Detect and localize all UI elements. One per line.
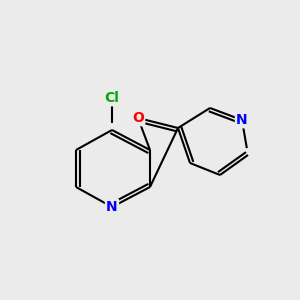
Text: Cl: Cl [105,91,119,105]
Text: N: N [236,113,248,127]
Text: O: O [132,111,144,125]
Text: N: N [106,200,118,214]
